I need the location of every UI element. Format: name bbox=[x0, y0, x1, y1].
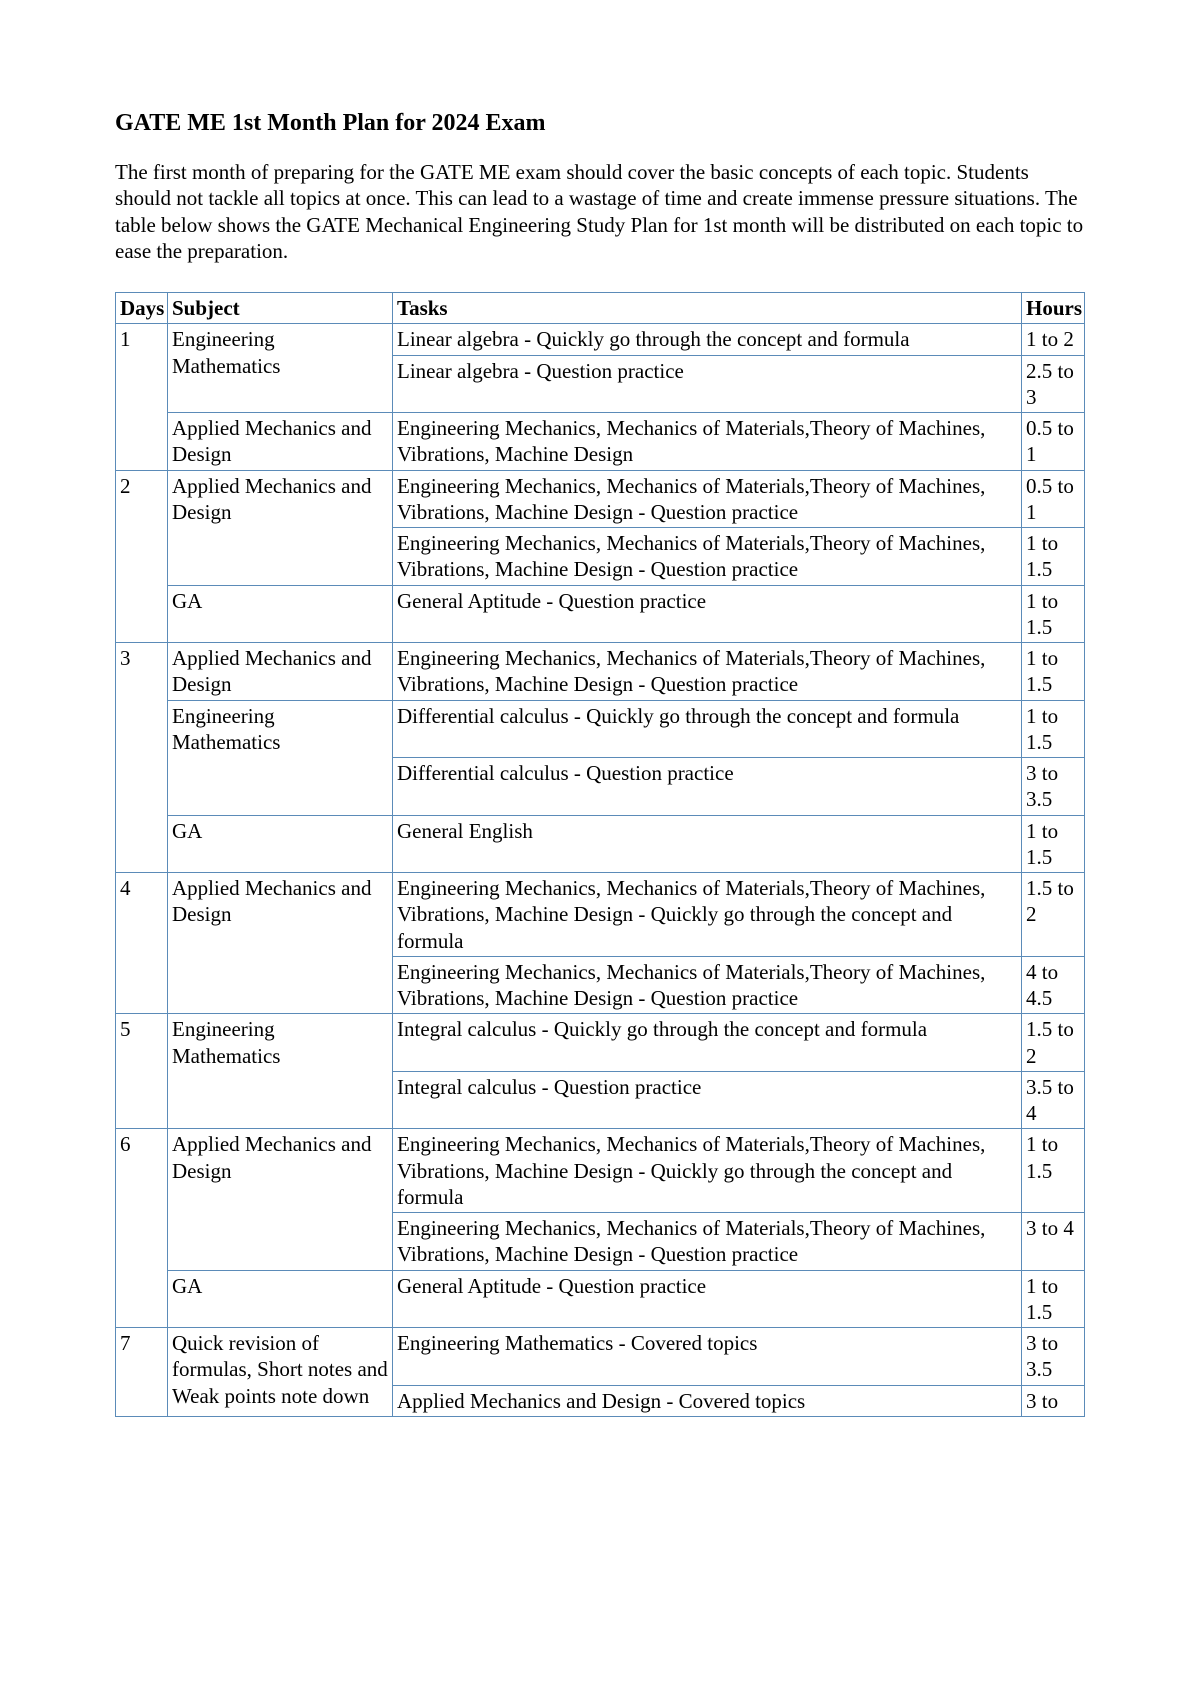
cell-day: 2 bbox=[116, 470, 168, 643]
cell-hours: 1 to 1.5 bbox=[1022, 700, 1085, 758]
cell-task: General Aptitude - Question practice bbox=[393, 1270, 1022, 1328]
cell-subject: Applied Mechanics and Design bbox=[168, 873, 393, 1014]
cell-hours: 1.5 to 2 bbox=[1022, 1014, 1085, 1072]
cell-task: Applied Mechanics and Design - Covered t… bbox=[393, 1385, 1022, 1416]
cell-task: Engineering Mechanics, Mechanics of Mate… bbox=[393, 1213, 1022, 1271]
cell-subject: Applied Mechanics and Design bbox=[168, 413, 393, 471]
page-title: GATE ME 1st Month Plan for 2024 Exam bbox=[115, 110, 1085, 137]
cell-hours: 3.5 to 4 bbox=[1022, 1071, 1085, 1129]
cell-day: 1 bbox=[116, 324, 168, 470]
cell-task: Engineering Mathematics - Covered topics bbox=[393, 1328, 1022, 1386]
cell-hours: 3 to 3.5 bbox=[1022, 1328, 1085, 1386]
cell-subject: GA bbox=[168, 585, 393, 643]
table-row: Applied Mechanics and DesignEngineering … bbox=[116, 413, 1085, 471]
cell-hours: 1.5 to 2 bbox=[1022, 873, 1085, 957]
cell-task: Engineering Mechanics, Mechanics of Mate… bbox=[393, 1129, 1022, 1213]
cell-subject: Engineering Mathematics bbox=[168, 700, 393, 815]
page: GATE ME 1st Month Plan for 2024 Exam The… bbox=[0, 0, 1200, 1697]
cell-hours: 2.5 to 3 bbox=[1022, 355, 1085, 413]
cell-hours: 0.5 to 1 bbox=[1022, 413, 1085, 471]
cell-day: 7 bbox=[116, 1328, 168, 1417]
cell-task: Engineering Mechanics, Mechanics of Mate… bbox=[393, 470, 1022, 528]
col-subject: Subject bbox=[168, 293, 393, 324]
cell-subject: Engineering Mathematics bbox=[168, 324, 393, 413]
cell-subject: Quick revision of formulas, Short notes … bbox=[168, 1328, 393, 1417]
cell-subject: Engineering Mathematics bbox=[168, 1014, 393, 1129]
intro-paragraph: The first month of preparing for the GAT… bbox=[115, 159, 1085, 264]
table-row: 3Applied Mechanics and DesignEngineering… bbox=[116, 643, 1085, 701]
col-hours: Hours bbox=[1022, 293, 1085, 324]
cell-hours: 1 to 1.5 bbox=[1022, 1270, 1085, 1328]
cell-task: Engineering Mechanics, Mechanics of Mate… bbox=[393, 413, 1022, 471]
study-plan-table: Days Subject Tasks Hours 1Engineering Ma… bbox=[115, 292, 1085, 1417]
cell-hours: 1 to 1.5 bbox=[1022, 585, 1085, 643]
cell-task: Linear algebra - Quickly go through the … bbox=[393, 324, 1022, 355]
table-row: GAGeneral English1 to 1.5 bbox=[116, 815, 1085, 873]
cell-hours: 4 to 4.5 bbox=[1022, 956, 1085, 1014]
cell-hours: 1 to 1.5 bbox=[1022, 643, 1085, 701]
col-days: Days bbox=[116, 293, 168, 324]
table-row: 6Applied Mechanics and DesignEngineering… bbox=[116, 1129, 1085, 1213]
table-header-row: Days Subject Tasks Hours bbox=[116, 293, 1085, 324]
cell-task: Linear algebra - Question practice bbox=[393, 355, 1022, 413]
cell-task: Integral calculus - Question practice bbox=[393, 1071, 1022, 1129]
cell-day: 5 bbox=[116, 1014, 168, 1129]
table-row: GAGeneral Aptitude - Question practice1 … bbox=[116, 1270, 1085, 1328]
table-row: 5Engineering MathematicsIntegral calculu… bbox=[116, 1014, 1085, 1072]
table-row: 1Engineering MathematicsLinear algebra -… bbox=[116, 324, 1085, 355]
table-row: 2Applied Mechanics and DesignEngineering… bbox=[116, 470, 1085, 528]
table-row: 7Quick revision of formulas, Short notes… bbox=[116, 1328, 1085, 1386]
cell-task: Integral calculus - Quickly go through t… bbox=[393, 1014, 1022, 1072]
cell-hours: 1 to 1.5 bbox=[1022, 528, 1085, 586]
cell-hours: 3 to bbox=[1022, 1385, 1085, 1416]
cell-hours: 3 to 4 bbox=[1022, 1213, 1085, 1271]
table-row: 4Applied Mechanics and DesignEngineering… bbox=[116, 873, 1085, 957]
cell-subject: Applied Mechanics and Design bbox=[168, 470, 393, 585]
cell-hours: 0.5 to 1 bbox=[1022, 470, 1085, 528]
cell-task: General English bbox=[393, 815, 1022, 873]
cell-hours: 1 to 1.5 bbox=[1022, 815, 1085, 873]
cell-subject: GA bbox=[168, 1270, 393, 1328]
table-row: Engineering MathematicsDifferential calc… bbox=[116, 700, 1085, 758]
cell-task: General Aptitude - Question practice bbox=[393, 585, 1022, 643]
cell-hours: 1 to 1.5 bbox=[1022, 1129, 1085, 1213]
cell-day: 6 bbox=[116, 1129, 168, 1328]
cell-day: 4 bbox=[116, 873, 168, 1014]
cell-task: Differential calculus - Quickly go throu… bbox=[393, 700, 1022, 758]
cell-task: Engineering Mechanics, Mechanics of Mate… bbox=[393, 528, 1022, 586]
cell-subject: Applied Mechanics and Design bbox=[168, 1129, 393, 1270]
cell-task: Engineering Mechanics, Mechanics of Mate… bbox=[393, 956, 1022, 1014]
cell-task: Engineering Mechanics, Mechanics of Mate… bbox=[393, 643, 1022, 701]
table-row: GAGeneral Aptitude - Question practice1 … bbox=[116, 585, 1085, 643]
cell-hours: 1 to 2 bbox=[1022, 324, 1085, 355]
cell-subject: GA bbox=[168, 815, 393, 873]
cell-task: Differential calculus - Question practic… bbox=[393, 758, 1022, 816]
cell-day: 3 bbox=[116, 643, 168, 873]
cell-subject: Applied Mechanics and Design bbox=[168, 643, 393, 701]
cell-task: Engineering Mechanics, Mechanics of Mate… bbox=[393, 873, 1022, 957]
cell-hours: 3 to 3.5 bbox=[1022, 758, 1085, 816]
col-tasks: Tasks bbox=[393, 293, 1022, 324]
